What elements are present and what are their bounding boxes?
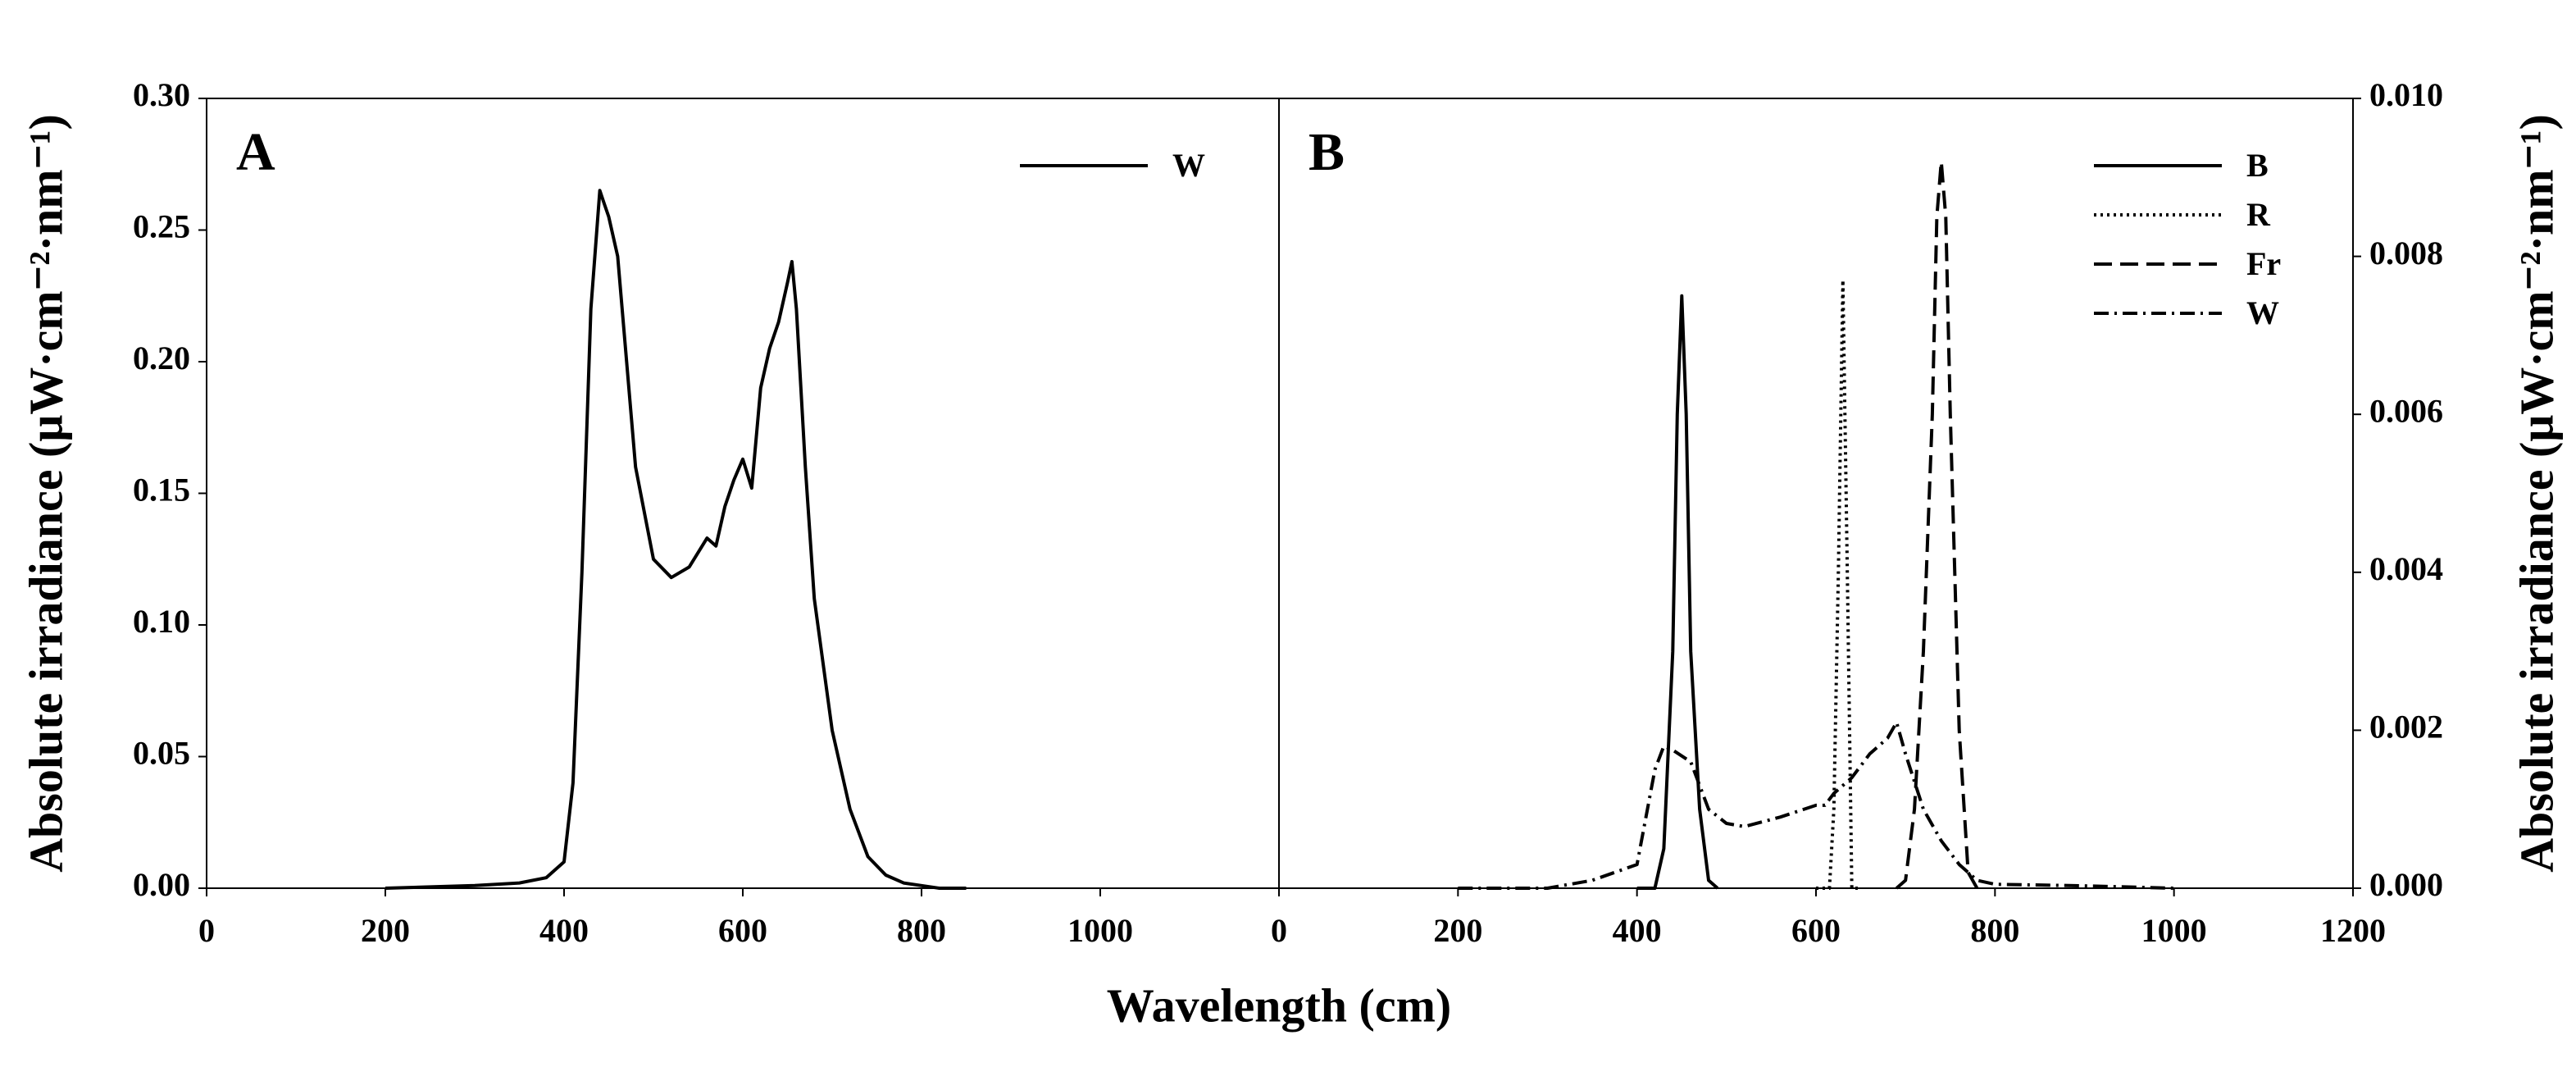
y-tick-label: 0.006 (2369, 392, 2443, 429)
y-tick-label: 0.15 (133, 472, 190, 508)
legend-label: W (1172, 147, 1205, 184)
legend-label: R (2246, 196, 2271, 233)
y-tick-label: 0.30 (133, 76, 190, 113)
x-tick-label: 600 (1791, 912, 1841, 949)
y-tick-label: 0.00 (133, 866, 190, 903)
series-line (1816, 278, 1861, 890)
plot-frame (1278, 98, 2354, 889)
y-tick-label: 0.20 (133, 340, 190, 376)
y-tick-label: 0.10 (133, 603, 190, 640)
y-tick-label: 0.05 (133, 735, 190, 772)
x-tick-label: 200 (361, 912, 410, 949)
x-tick-label: 400 (1613, 912, 1662, 949)
legend-label: B (2246, 147, 2269, 184)
x-tick-label: 0 (1271, 912, 1287, 949)
panel-label: B (1308, 122, 1345, 182)
x-tick-label: 800 (897, 912, 946, 949)
x-tick-label: 1000 (2141, 912, 2207, 949)
series-line (1895, 160, 1979, 890)
x-tick-label: 1000 (1067, 912, 1133, 949)
x-tick-label: 200 (1433, 912, 1482, 949)
y-tick-label: 0.008 (2369, 235, 2443, 271)
y-axis-label: Absolute irradiance (μW·cm⁻²·nm⁻¹) (19, 114, 72, 873)
legend-label: W (2246, 294, 2279, 331)
y-tick-label: 0.002 (2369, 709, 2443, 746)
series-line (1458, 720, 2174, 890)
y-tick-label: 0.25 (133, 208, 190, 245)
x-tick-label: 600 (718, 912, 767, 949)
y-tick-label: 0.000 (2369, 866, 2443, 903)
y-tick-label: 0.010 (2369, 76, 2443, 113)
series-line (385, 189, 967, 890)
y-axis-label: Absolute irradiance (μW·cm⁻²·nm⁻¹) (2510, 114, 2563, 873)
panel-label: A (236, 122, 275, 182)
series-line (1636, 294, 1719, 890)
plot-frame (206, 98, 1280, 889)
legend-label: Fr (2246, 245, 2281, 282)
x-tick-label: 800 (1970, 912, 2019, 949)
y-tick-label: 0.004 (2369, 550, 2443, 587)
x-tick-label: 1200 (2320, 912, 2386, 949)
x-axis-label: Wavelength (cm) (1107, 978, 1451, 1032)
x-tick-label: 400 (539, 912, 589, 949)
x-tick-label: 0 (198, 912, 215, 949)
